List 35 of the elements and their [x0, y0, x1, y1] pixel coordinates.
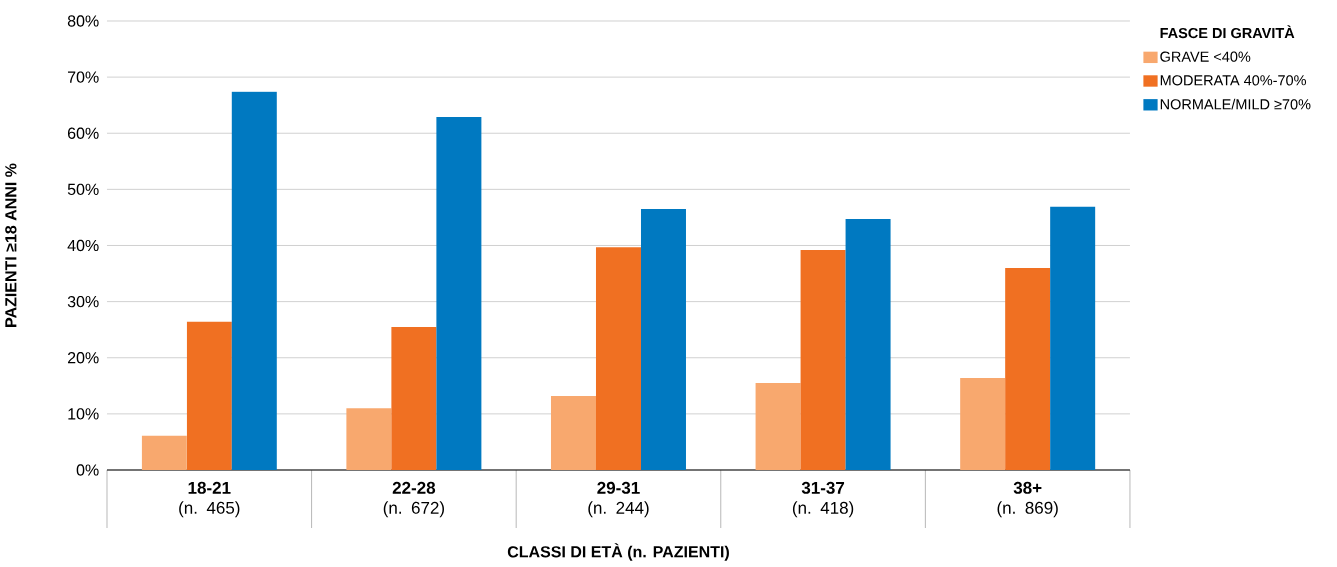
x-axis-title: CLASSI DI ETÀ (n. PAZIENTI) [507, 543, 729, 561]
y-tick-label: 70% [67, 71, 99, 83]
y-tick-label: 0% [76, 464, 99, 476]
bar [1005, 267, 1051, 470]
bar [845, 219, 891, 470]
legend-label: MODERATA 40%-70% [1160, 75, 1307, 86]
bar [436, 116, 482, 470]
y-tick-label: 60% [67, 127, 99, 139]
bar [960, 377, 1006, 470]
y-tick-label: 20% [67, 352, 99, 364]
bar [800, 249, 846, 470]
bar [755, 383, 801, 470]
bar [231, 91, 277, 470]
bar [640, 209, 686, 470]
y-tick-label: 30% [67, 295, 99, 308]
x-tick-label: 29-31 (n. 244) [588, 481, 649, 518]
legend-label: GRAVE <40% [1160, 51, 1251, 62]
legend-label: NORMALE/MILD ≥70% [1160, 98, 1311, 110]
x-tick-label: 38+ (n. 869) [997, 481, 1058, 518]
bar [346, 408, 392, 470]
bar [391, 326, 437, 470]
x-tick-label: 31-37 (n. 418) [792, 481, 854, 518]
bar [186, 321, 232, 470]
y-tick-label: 80% [67, 15, 99, 27]
y-tick-label: 50% [67, 183, 99, 196]
bar [141, 435, 187, 470]
y-axis-title: PAZIENTI ≥18 ANNI % [5, 163, 17, 327]
x-tick-label: 22-28 (n. 672) [383, 481, 445, 518]
x-tick-label: 18-21 (n. 465) [179, 481, 240, 518]
y-tick-label: 10% [68, 408, 99, 420]
bar [1050, 206, 1096, 470]
legend-title: FASCE DI GRAVITÀ [1160, 25, 1295, 39]
y-tick-label: 40% [67, 239, 99, 252]
bar [595, 247, 641, 470]
bar [550, 395, 596, 470]
